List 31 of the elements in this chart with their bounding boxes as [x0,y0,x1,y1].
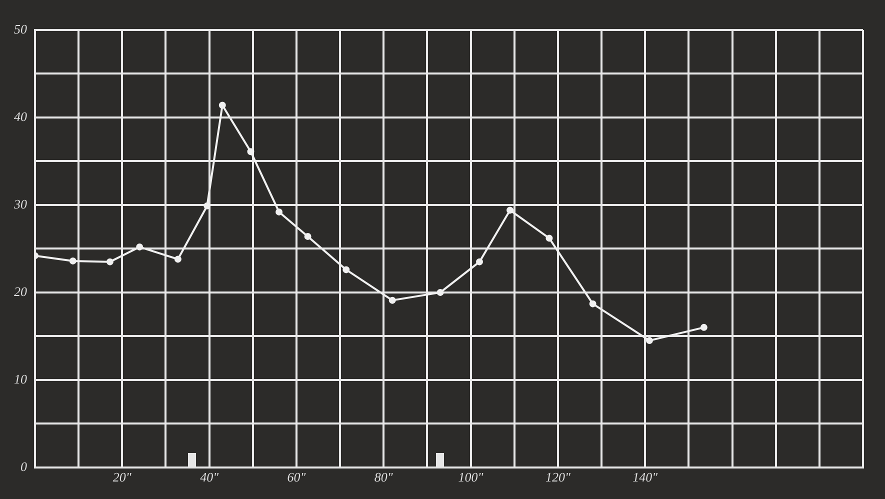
x-tick-label: 100" [458,470,484,485]
point [388,296,396,304]
y-tick-label: 20 [14,284,28,299]
point [646,337,653,344]
y-tick-label: 40 [14,108,28,124]
point [69,257,76,264]
x-tick-label: 80" [374,470,394,485]
point [589,300,596,308]
y-tick-label: 0 [20,458,28,474]
x-tick-label: 140" [632,470,658,485]
x-tick-label: 60" [287,470,306,485]
point [436,288,444,296]
x-tick-label: 120" [545,470,571,485]
point [342,266,350,274]
point [506,206,514,214]
point [304,232,312,240]
point [136,243,144,250]
point [276,208,283,216]
y-tick-label: 10 [14,371,28,386]
y-tick-label: 30 [13,196,28,212]
point [218,102,226,109]
point [546,234,553,242]
point [106,258,114,266]
x-tick-label: 20" [112,470,132,485]
y-tick-label: 50 [14,21,28,36]
point [247,148,254,156]
point [204,202,211,210]
point [476,258,484,266]
point [700,324,708,331]
x-tick-label: 40" [200,470,220,485]
point [174,256,182,263]
